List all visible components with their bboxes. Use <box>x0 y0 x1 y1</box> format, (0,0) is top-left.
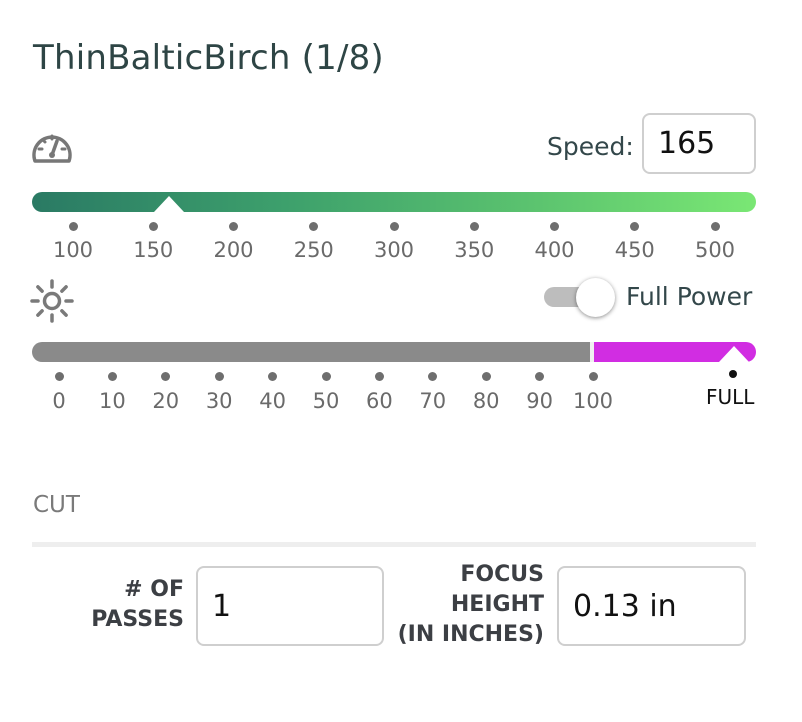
passes-label-line2: PASSES <box>91 607 184 632</box>
passes-input[interactable]: 1 <box>196 566 384 646</box>
speed-tick-label: 200 <box>213 238 254 262</box>
speed-slider-track[interactable] <box>32 192 756 212</box>
power-tick <box>107 372 117 381</box>
speed-tick-label: 400 <box>534 238 575 262</box>
power-tick <box>374 372 384 381</box>
power-tick-label: 30 <box>205 389 233 413</box>
material-title: ThinBalticBirch (1/8) <box>33 38 384 78</box>
focus-label-line3: (IN INCHES) <box>397 622 544 647</box>
speed-tick <box>550 222 559 231</box>
full-label: FULL <box>706 385 755 409</box>
speed-tick-label: 250 <box>293 238 334 262</box>
focus-height-label: FOCUS HEIGHT (IN INCHES) <box>392 560 544 650</box>
power-tick-label: 40 <box>259 389 286 413</box>
power-tick-label: 70 <box>419 389 447 413</box>
cut-section-label: CUT <box>33 492 80 518</box>
speed-tick <box>469 222 479 231</box>
full-tick <box>729 370 737 378</box>
section-divider <box>32 542 756 547</box>
speed-tick <box>229 222 238 231</box>
speed-tick-label: 500 <box>694 238 736 262</box>
power-tick <box>214 372 224 381</box>
power-tick-label: 10 <box>99 389 126 413</box>
power-tick <box>535 372 545 381</box>
sun-icon <box>30 279 74 323</box>
power-slider-track[interactable] <box>32 342 590 362</box>
power-tick-label: 100 <box>572 389 614 413</box>
power-tick-label: 50 <box>312 389 340 413</box>
speed-tick <box>389 222 399 231</box>
power-tick-label: 60 <box>366 389 393 413</box>
power-tick-label: 80 <box>472 389 500 413</box>
full-power-label: Full Power <box>626 282 753 311</box>
power-tick <box>268 372 278 381</box>
focus-label-line1: FOCUS <box>460 562 544 587</box>
speed-tick <box>710 222 720 231</box>
power-tick-label: 90 <box>526 389 553 413</box>
speed-tick <box>68 222 78 231</box>
full-power-toggle-knob[interactable] <box>576 278 615 317</box>
passes-label: # OF PASSES <box>60 575 184 635</box>
power-tick-label: 20 <box>152 389 180 413</box>
power-tick <box>54 372 64 381</box>
speed-input[interactable]: 165 <box>642 113 756 174</box>
speed-tick-label: 350 <box>454 238 495 262</box>
power-full-segment[interactable] <box>594 342 756 362</box>
gauge-icon <box>32 134 72 163</box>
power-tick <box>321 372 331 381</box>
speed-tick <box>148 222 158 231</box>
passes-label-line1: # OF <box>124 577 184 602</box>
speed-tick-label: 450 <box>614 238 655 262</box>
speed-tick-label: 150 <box>133 238 174 262</box>
power-tick <box>481 372 491 381</box>
speed-slider-handle[interactable] <box>154 196 184 212</box>
power-tick-label: 0 <box>52 389 66 413</box>
speed-label: Speed: <box>547 132 634 161</box>
speed-tick <box>630 222 640 231</box>
speed-tick <box>309 222 319 231</box>
power-tick <box>161 372 171 381</box>
power-slider-divider <box>590 342 594 362</box>
power-tick <box>588 372 598 381</box>
speed-tick-label: 300 <box>373 238 415 262</box>
power-tick <box>428 372 438 381</box>
speed-tick-label: 100 <box>52 238 94 262</box>
focus-height-input[interactable]: 0.13 in <box>557 566 746 646</box>
focus-label-line2: HEIGHT <box>450 592 544 617</box>
power-slider-handle[interactable] <box>719 346 749 362</box>
